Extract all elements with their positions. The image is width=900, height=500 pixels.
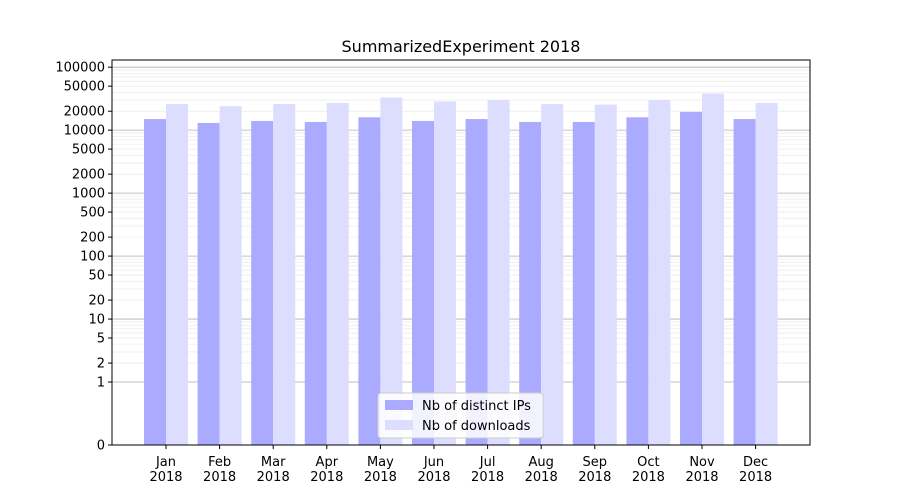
y-tick-label: 2000 xyxy=(72,168,105,183)
x-tick-year: 2018 xyxy=(310,470,343,485)
bar-downloads-jul xyxy=(487,100,510,446)
legend: Nb of distinct IPs Nb of downloads xyxy=(377,392,544,439)
y-tick-label: 5000 xyxy=(72,143,105,158)
bar-downloads-jun xyxy=(434,101,456,445)
y-tick-label: 20 xyxy=(88,294,105,309)
legend-label: Nb of distinct IPs xyxy=(422,399,531,414)
y-tick-label: 2 xyxy=(97,357,105,372)
bar-downloads-feb xyxy=(219,106,242,446)
x-tick-year: 2018 xyxy=(471,470,504,485)
bar-downloads-apr xyxy=(326,102,349,445)
bar-distinct-ips-jan xyxy=(144,119,166,445)
chart-title: SummarizedExperiment 2018 xyxy=(342,37,581,56)
x-tick-month: Sep xyxy=(583,455,608,470)
legend-swatch xyxy=(385,420,413,430)
bar-downloads-nov xyxy=(702,93,724,445)
bar-distinct-ips-aug xyxy=(519,121,542,446)
x-tick-label: Jun 2018 xyxy=(417,455,450,485)
x-tick-label: Jul 2018 xyxy=(471,455,504,485)
x-tick-year: 2018 xyxy=(203,470,236,485)
x-tick-month: May xyxy=(367,455,394,470)
x-tick-year: 2018 xyxy=(578,470,611,485)
x-tick-year: 2018 xyxy=(417,470,450,485)
y-tick-label: 0 xyxy=(97,439,105,454)
x-tick-label: Dec 2018 xyxy=(739,455,772,485)
bar-downloads-mar xyxy=(273,104,296,445)
bar-distinct-ips-nov xyxy=(680,111,702,445)
x-tick-month: Jan xyxy=(155,455,176,470)
bar-distinct-ips-oct xyxy=(626,117,649,445)
y-tick-label: 5 xyxy=(97,332,105,347)
x-tick-label: Apr 2018 xyxy=(310,455,343,485)
x-tick-month: Oct xyxy=(637,455,659,470)
x-tick-year: 2018 xyxy=(364,470,397,485)
y-tick-label: 10 xyxy=(88,313,105,328)
x-tick-month: Jun xyxy=(423,455,444,470)
x-tick-label: Sep 2018 xyxy=(578,455,611,485)
bar-downloads-dec xyxy=(755,102,778,445)
bar-downloads-may xyxy=(380,97,403,445)
x-tick-month: Nov xyxy=(689,455,715,470)
plot-frame xyxy=(111,59,811,446)
x-tick-month: Feb xyxy=(208,455,231,470)
x-tick-month: Dec xyxy=(743,455,768,470)
x-tick-month: Mar xyxy=(261,455,286,470)
y-tick-label: 50 xyxy=(88,269,105,284)
bar-distinct-ips-feb xyxy=(197,122,220,445)
bar-downloads-aug xyxy=(541,104,564,445)
y-tick-label: 500 xyxy=(80,206,105,221)
legend-label: Nb of downloads xyxy=(422,419,531,434)
y-tick-label: 100 xyxy=(80,250,105,265)
legend-box xyxy=(377,392,544,439)
y-tick-label: 10000 xyxy=(64,124,105,139)
x-tick-month: Aug xyxy=(529,455,554,470)
y-tick-label: 100000 xyxy=(55,61,105,76)
y-tick-label: 200 xyxy=(80,231,105,246)
y-tick-label: 20000 xyxy=(64,105,105,120)
bar-distinct-ips-jul xyxy=(465,119,488,445)
x-tick-year: 2018 xyxy=(685,470,718,485)
bars xyxy=(144,93,778,446)
x-tick-year: 2018 xyxy=(739,470,772,485)
legend-swatch xyxy=(385,400,413,410)
y-tick-label: 50000 xyxy=(64,80,105,95)
y-axis: 0 1 2 5 10 20 50 100 200 500 1000 2000 5000 10000 2000… xyxy=(55,61,112,454)
bar-distinct-ips-dec xyxy=(733,119,756,445)
x-tick-label: Oct 2018 xyxy=(632,455,665,485)
bar-downloads-jan xyxy=(166,104,188,445)
x-tick-year: 2018 xyxy=(149,470,182,485)
y-tick-label: 1 xyxy=(97,376,105,391)
x-tick-month: Apr xyxy=(316,455,339,470)
x-tick-label: May 2018 xyxy=(364,455,397,485)
x-tick-label: Nov 2018 xyxy=(685,455,718,485)
bar-distinct-ips-jun xyxy=(412,120,434,445)
bar-downloads-sep xyxy=(594,104,617,446)
x-tick-month: Jul xyxy=(479,455,496,470)
bar-downloads-oct xyxy=(648,100,671,446)
x-tick-label: Feb 2018 xyxy=(203,455,236,485)
x-tick-label: Aug 2018 xyxy=(525,455,558,485)
x-tick-year: 2018 xyxy=(525,470,558,485)
bar-distinct-ips-sep xyxy=(572,121,595,446)
x-tick-year: 2018 xyxy=(632,470,665,485)
bar-distinct-ips-mar xyxy=(251,120,274,445)
x-tick-label: Mar 2018 xyxy=(257,455,290,485)
bar-distinct-ips-apr xyxy=(304,121,327,446)
bar-distinct-ips-may xyxy=(358,117,381,445)
y-tick-label: 1000 xyxy=(72,187,105,202)
x-tick-label: Jan 2018 xyxy=(149,455,182,485)
x-tick-year: 2018 xyxy=(257,470,290,485)
